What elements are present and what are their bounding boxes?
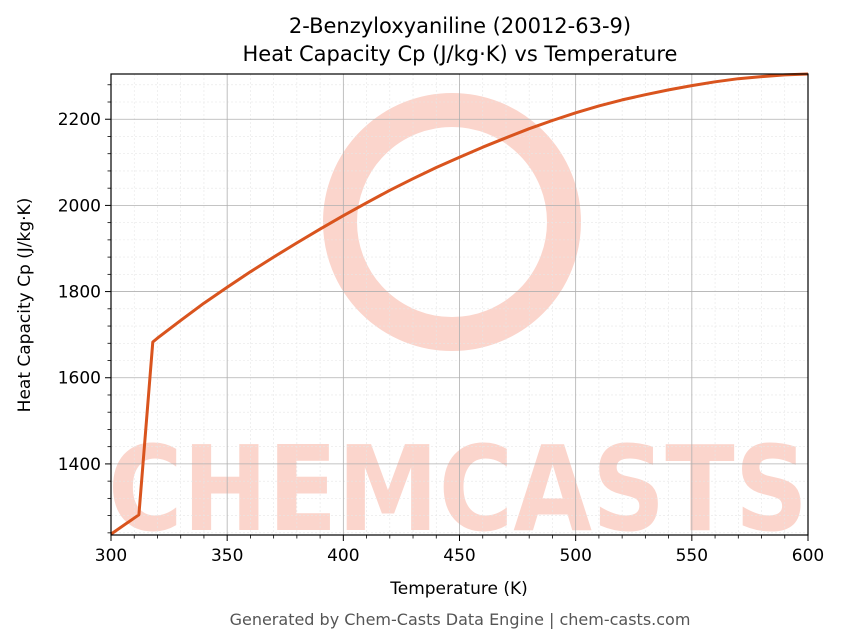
y-tick-label: 2000: [58, 196, 101, 216]
y-tick-label: 1600: [58, 369, 101, 389]
x-axis-label: Temperature (K): [389, 579, 528, 599]
y-axis-label: Heat Capacity Cp (J/kg·K): [15, 198, 35, 413]
x-tick-label: 550: [676, 546, 708, 566]
tick-layer: 300 350 400 450 500 550 600 1400 1600 1800 2000 220…: [58, 84, 824, 566]
x-tick-label: 400: [327, 546, 359, 566]
watermark: CHEMCASTS: [108, 93, 808, 558]
x-tick-label: 500: [559, 546, 591, 566]
footer-credit: Generated by Chem-Casts Data Engine | ch…: [230, 610, 691, 629]
series-layer: [110, 72, 809, 536]
x-tick-label: 350: [211, 546, 243, 566]
watermark-c-logo: [323, 93, 581, 351]
watermark-text: CHEMCASTS: [108, 420, 808, 558]
y-tick-label: 1800: [58, 283, 101, 303]
x-tick-label: 300: [95, 546, 127, 566]
chart-subtitle: Heat Capacity Cp (J/kg·K) vs Temperature: [243, 42, 678, 66]
chart-title: 2-Benzyloxyaniline (20012-63-9): [289, 14, 631, 38]
y-tick-label: 2200: [58, 110, 101, 130]
y-tick-label: 1400: [58, 455, 101, 475]
x-tick-label: 450: [443, 546, 475, 566]
cp-series-line: [110, 72, 809, 536]
x-tick-label: 600: [792, 546, 824, 566]
